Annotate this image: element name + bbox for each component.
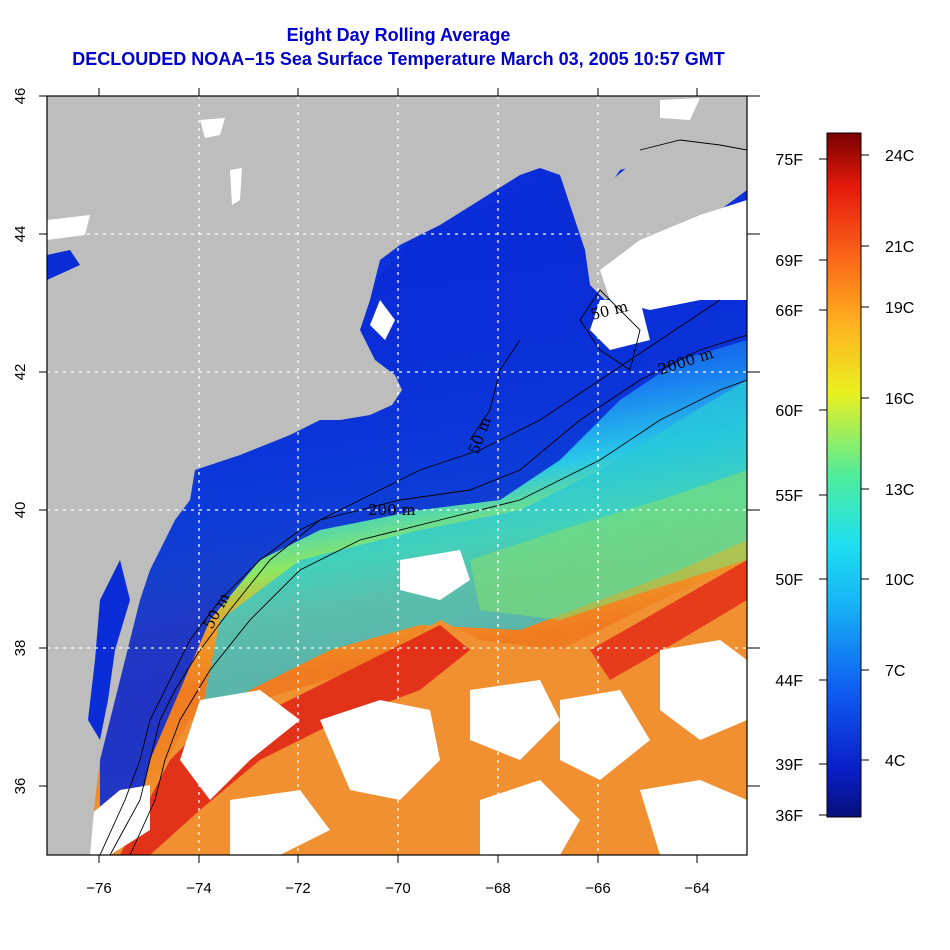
colorbar-fahrenheit-ticks (819, 158, 827, 816)
colorbar-label-fahrenheit: 39F (775, 757, 803, 774)
lat-tick-label: 46 (12, 88, 29, 105)
lon-tick-label: −70 (385, 880, 410, 897)
colorbar-label-celsius: 21C (885, 239, 914, 256)
warm-filament (590, 560, 747, 680)
lon-tick-label: −74 (186, 880, 211, 897)
lat-tick-label: 40 (12, 502, 29, 519)
lon-tick-label: −64 (684, 880, 709, 897)
title-line-2: DECLOUDED NOAA−15 Sea Surface Temperatur… (72, 49, 725, 69)
gulf-stream-warm-water (100, 560, 747, 855)
lon-tick-label: −76 (86, 880, 111, 897)
colorbar-label-fahrenheit: 66F (775, 303, 803, 320)
map-right-ticks (747, 95, 760, 787)
nova-scotia-cloud (600, 200, 747, 310)
cloud-mask (80, 300, 747, 855)
slope-water-green (470, 470, 747, 620)
colorbar-label-fahrenheit: 69F (775, 253, 803, 270)
title-line-1: Eight Day Rolling Average (286, 25, 511, 45)
colorbar-label-celsius: 4C (885, 753, 905, 770)
colorbar-label-celsius: 7C (885, 663, 905, 680)
lake-water (47, 250, 80, 280)
land-mass (47, 96, 747, 855)
map-frame (46, 95, 748, 856)
colorbar-label-celsius: 24C (885, 148, 914, 165)
colorbar-label-fahrenheit: 50F (775, 572, 803, 589)
colorbar-label-celsius: 13C (885, 482, 914, 499)
gulf-stream-core (120, 625, 470, 855)
lon-tick-label: −72 (285, 880, 310, 897)
colorbar-label-celsius: 16C (885, 391, 914, 408)
lat-tick-label: 36 (12, 778, 29, 795)
lat-tick-marks (39, 95, 47, 787)
cold-shelf-water (100, 170, 747, 855)
contour-label-200m: 200 m (368, 501, 416, 519)
lon-tick-label: −66 (585, 880, 610, 897)
colorbar-label-fahrenheit: 75F (775, 152, 803, 169)
temperature-colorbar (826, 132, 862, 818)
lon-tick-marks (98, 88, 698, 863)
lat-tick-label: 38 (12, 640, 29, 657)
colorbar-label-fahrenheit: 60F (775, 403, 803, 420)
colorbar-label-fahrenheit: 55F (775, 488, 803, 505)
lat-tick-label: 44 (12, 226, 29, 243)
map-panel: 50 m 200 m 2000 m 50 m 50 m (47, 96, 747, 855)
colorbar-label-fahrenheit: 44F (775, 673, 803, 690)
chesapeake-bay (88, 560, 130, 740)
slope-water (200, 380, 747, 720)
colorbar-celsius-ticks (861, 154, 869, 761)
graticule (47, 96, 747, 855)
colorbar-label-fahrenheit: 36F (775, 808, 803, 825)
bathymetry-contours (99, 139, 747, 855)
colorbar-label-celsius: 10C (885, 572, 914, 589)
lon-tick-label: −68 (485, 880, 510, 897)
colorbar-label-celsius: 19C (885, 300, 914, 317)
lat-tick-label: 42 (12, 364, 29, 381)
